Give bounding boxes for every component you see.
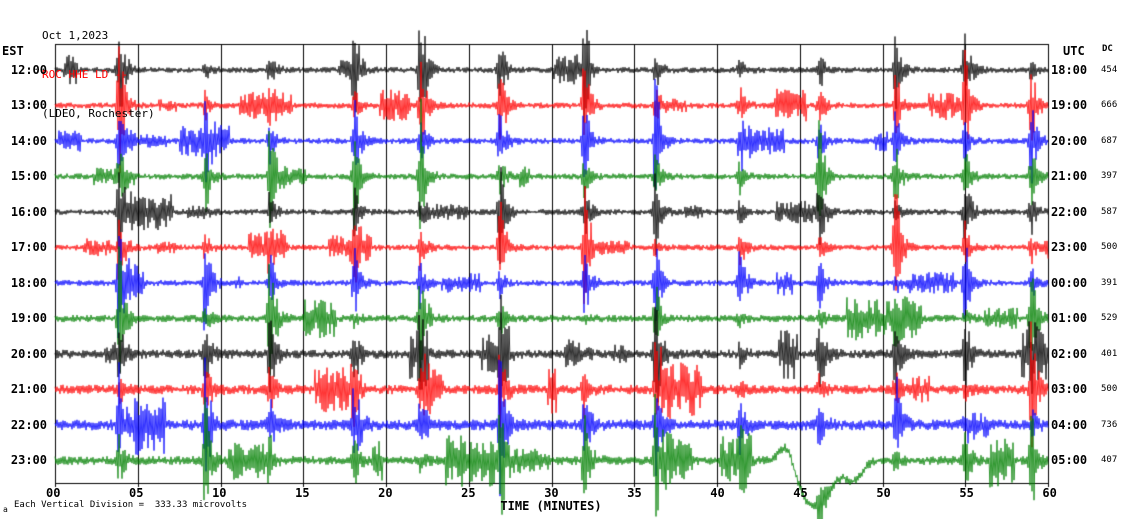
utc-label: 21:00 xyxy=(1051,169,1088,184)
dc-value: 500 xyxy=(1101,242,1118,253)
dc-value: 687 xyxy=(1101,135,1118,146)
dc-value: 391 xyxy=(1101,277,1118,288)
utc-time-column: 18:00 19:00 20:00 21:00 22:00 23:00 00:0… xyxy=(1051,52,1097,478)
x-tick-label: 60 xyxy=(1042,486,1057,500)
est-label: 20:00 xyxy=(10,346,47,361)
x-tick-label: 55 xyxy=(959,486,974,500)
utc-label: 02:00 xyxy=(1051,346,1088,361)
x-tick-label: 45 xyxy=(793,486,808,500)
est-label: 22:00 xyxy=(10,417,47,432)
dc-value: 454 xyxy=(1101,64,1118,75)
scale-note: Each Vertical Division = 333.33 microvol… xyxy=(14,500,247,510)
x-tick-label: 40 xyxy=(710,486,725,500)
header-block: Oct 1,2023 ROC HHE LD -- (LDEO, Rocheste… xyxy=(42,3,155,146)
utc-label: 18:00 xyxy=(1051,62,1088,77)
dc-value: 666 xyxy=(1101,100,1118,111)
utc-label: 22:00 xyxy=(1051,204,1088,219)
x-tick-label: 35 xyxy=(627,486,642,500)
x-tick-label: 30 xyxy=(544,486,559,500)
station-label: ROC HHE LD -- xyxy=(42,68,129,81)
dc-value: 736 xyxy=(1101,419,1118,430)
dc-value: 401 xyxy=(1101,348,1118,359)
est-label: 16:00 xyxy=(10,204,47,219)
est-label: 19:00 xyxy=(10,311,47,326)
dc-value: 500 xyxy=(1101,384,1118,395)
x-tick-label: 25 xyxy=(461,486,476,500)
footnote-marker: a xyxy=(3,505,8,514)
date-label: Oct 1,2023 xyxy=(42,29,109,42)
location-label: (LDEO, Rochester) xyxy=(42,107,155,120)
est-label: 18:00 xyxy=(10,275,47,290)
x-tick-label: 50 xyxy=(876,486,891,500)
dc-column-header: DC xyxy=(1102,44,1113,54)
x-axis-title: TIME (MINUTES) xyxy=(500,499,602,513)
utc-label: 23:00 xyxy=(1051,240,1088,255)
est-axis-header: EST xyxy=(2,44,24,58)
x-tick-label: 00 xyxy=(46,486,61,500)
dc-value: 587 xyxy=(1101,206,1118,217)
utc-label: 19:00 xyxy=(1051,98,1088,113)
est-time-column: 12:00 13:00 14:00 15:00 16:00 17:00 18:0… xyxy=(0,52,50,478)
x-tick-label: 10 xyxy=(212,486,227,500)
est-label: 12:00 xyxy=(10,62,47,77)
est-label: 13:00 xyxy=(10,98,47,113)
utc-label: 00:00 xyxy=(1051,275,1088,290)
dc-value-column: 454 666 687 397 587 500 391 529 401 500 … xyxy=(1101,52,1129,478)
utc-label: 04:00 xyxy=(1051,417,1088,432)
est-label: 17:00 xyxy=(10,240,47,255)
dc-value: 529 xyxy=(1101,313,1118,324)
x-tick-label: 05 xyxy=(129,486,144,500)
est-label: 14:00 xyxy=(10,133,47,148)
dc-value: 397 xyxy=(1101,171,1118,182)
utc-label: 01:00 xyxy=(1051,311,1088,326)
utc-label: 03:00 xyxy=(1051,382,1088,397)
utc-label: 05:00 xyxy=(1051,453,1088,468)
x-axis-ticks: 00 05 10 15 20 25 30 35 40 45 50 55 60 xyxy=(46,486,1057,500)
x-tick-label: 15 xyxy=(295,486,310,500)
utc-axis-header: UTC xyxy=(1063,44,1085,58)
est-label: 21:00 xyxy=(10,382,47,397)
dc-value: 407 xyxy=(1101,455,1118,466)
x-tick-label: 20 xyxy=(378,486,393,500)
est-label: 23:00 xyxy=(10,453,47,468)
utc-label: 20:00 xyxy=(1051,133,1088,148)
est-label: 15:00 xyxy=(10,169,47,184)
